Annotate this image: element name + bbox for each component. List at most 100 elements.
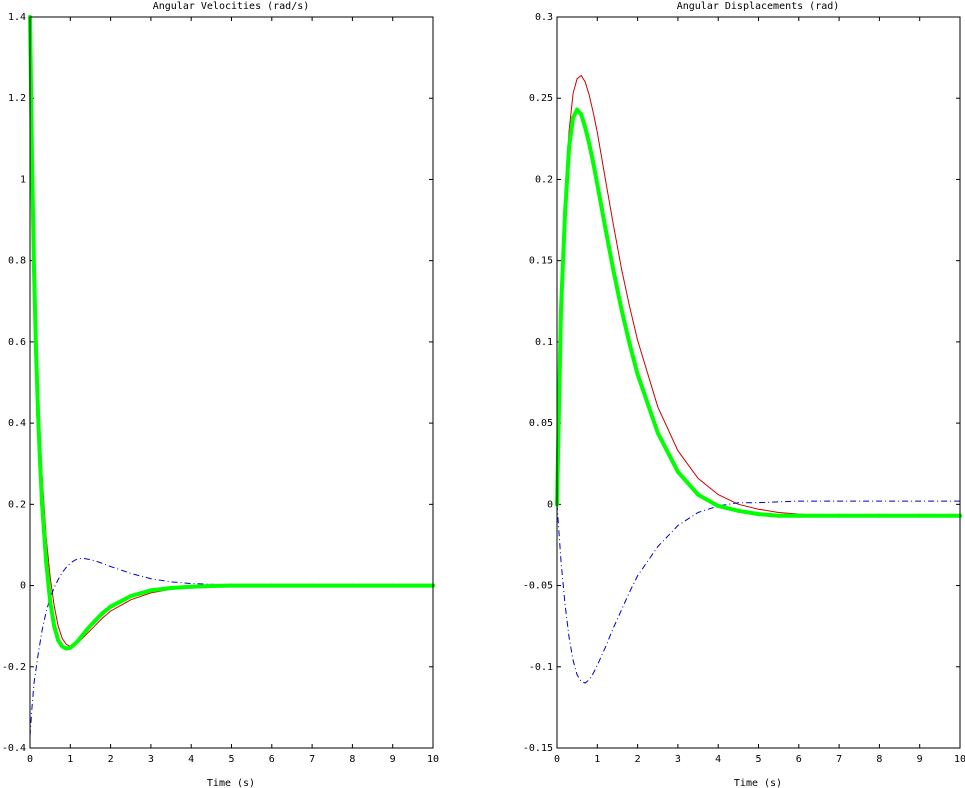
angular-displacements-series-green-point	[655, 430, 660, 435]
angular-displacements-series-green-point	[696, 492, 701, 497]
angular-displacements-xtick-label: 5	[755, 754, 761, 765]
angular-displacements-series-green-point	[579, 112, 584, 117]
angular-displacements-series-green-point	[675, 469, 680, 474]
angular-displacements-series-green-point	[776, 513, 781, 518]
angular-displacements-series-green-point	[917, 513, 922, 518]
angular-velocities-title: Angular Velocities (rad/s)	[153, 1, 310, 12]
angular-velocities-ytick-label: -0.2	[2, 662, 26, 673]
angular-displacements-ytick-label: 0.3	[535, 12, 553, 23]
angular-displacements-xtick-label: 7	[836, 754, 842, 765]
angular-displacements-ytick-label: 0.2	[535, 174, 553, 185]
angular-displacements-xtick-label: 9	[917, 754, 923, 765]
angular-velocities-ytick-label: 1.4	[8, 12, 26, 23]
angular-displacements-series-green-point	[571, 115, 576, 120]
angular-displacements-xtick-label: 2	[635, 754, 641, 765]
angular-velocities-series-green-point	[60, 644, 65, 649]
angular-displacements-series-green	[555, 107, 962, 518]
angular-velocities-ytick-label: 0	[20, 581, 26, 592]
angular-displacements-series-green-point	[716, 503, 721, 508]
angular-displacements-series-green-point	[877, 513, 882, 518]
angular-velocities-series-green-point	[189, 584, 194, 589]
angular-velocities-series-green-point	[68, 645, 73, 650]
angular-velocities-series-green-point	[92, 619, 97, 624]
angular-displacements-series-green-point	[575, 107, 580, 112]
angular-velocities-series-green-point	[56, 638, 61, 643]
angular-velocities-series-green-point	[229, 583, 234, 588]
angular-displacements-xtick-label: 1	[594, 754, 600, 765]
angular-velocities-series-green-point	[52, 624, 57, 629]
angular-displacements-series-green-point	[619, 307, 624, 312]
angular-velocities-series-green-point	[169, 585, 174, 590]
angular-displacements-xtick-label: 0	[554, 754, 560, 765]
angular-displacements-xtick-label: 10	[954, 754, 965, 765]
angular-displacements-xtick-label: 8	[876, 754, 882, 765]
angular-displacements-series-green-point	[603, 226, 608, 231]
angular-velocities-series-green-point	[36, 412, 41, 417]
angular-velocities-xtick-label: 6	[269, 754, 275, 765]
angular-velocities-xlabel: Time (s)	[207, 778, 255, 788]
angular-velocities-ticks: 0 1 2 3 4 5 6 7 8 9 10 -0.4 -0.2 0 0.2 0.4 0.6 0.8 1 1.2 1.4	[2, 12, 439, 765]
angular-velocities-ytick-label: 1.2	[8, 93, 26, 104]
angular-displacements-xtick-label: 6	[796, 754, 802, 765]
angular-velocities-series-green-point	[148, 588, 153, 593]
angular-velocities-series-green-point	[40, 502, 45, 507]
angular-velocities-ytick-label: 1	[20, 174, 26, 185]
angular-displacements-ticks: 0 1 2 3 4 5 6 7 8 9 10 -0.15 -0.1 -0.05 0 0.05 0.1 0.15 0.…	[523, 12, 965, 765]
angular-displacements-ytick-label: 0.15	[529, 256, 553, 267]
angular-velocities-ytick-label: 0.8	[8, 256, 26, 267]
angular-displacements-xtick-label: 4	[715, 754, 721, 765]
angular-velocities-series-green-point	[310, 583, 315, 588]
angular-velocities-series-green-point	[390, 583, 395, 588]
angular-velocities-series-green-point	[64, 646, 69, 651]
angular-velocities-series-green-point	[100, 611, 105, 616]
angular-displacements-ytick-label: 0.25	[529, 93, 553, 104]
angular-velocities-series-green-point	[48, 599, 53, 604]
angular-velocities-axes-frame	[29, 16, 434, 749]
angular-velocities-series-green-point	[128, 594, 133, 599]
angular-displacements-series-green-point	[567, 144, 572, 149]
angular-velocities-series	[28, 15, 435, 736]
angular-displacements-axes-frame	[556, 16, 961, 749]
angular-displacements-series-green-point	[627, 341, 632, 346]
angular-velocities-xtick-label: 10	[427, 754, 439, 765]
angular-velocities-series-green-point	[269, 583, 274, 588]
angular-velocities-series-green-point	[32, 266, 37, 271]
angular-displacements-series-red	[556, 74, 960, 517]
angular-displacements-xtick-label: 3	[675, 754, 681, 765]
angular-velocities-series-green-point	[84, 628, 89, 633]
angular-velocities-xtick-label: 3	[148, 754, 154, 765]
angular-displacements-series-green-point	[563, 209, 568, 214]
angular-displacements-panel: Angular Displacements (rad) 0 1 2 3 4 5 6 7 8 9 10…	[523, 1, 965, 788]
angular-displacements-series-green-point	[591, 161, 596, 166]
angular-velocities-ytick-label: -0.4	[2, 743, 26, 754]
angular-velocities-series-green-point	[108, 604, 113, 609]
angular-velocities-series-green-point	[350, 583, 355, 588]
angular-velocities-xtick-label: 8	[349, 754, 355, 765]
angular-displacements-series-green-point	[559, 307, 564, 312]
angular-velocities-xtick-label: 2	[108, 754, 114, 765]
angular-velocities-xtick-label: 4	[188, 754, 194, 765]
angular-displacements-series-blue	[556, 500, 960, 684]
angular-displacements-title: Angular Displacements (rad)	[677, 1, 840, 12]
angular-velocities-series-green-point	[76, 638, 81, 643]
angular-velocities-xtick-label: 9	[390, 754, 396, 765]
angular-displacements-series-green-point	[736, 508, 741, 513]
angular-displacements-series-green-point	[635, 372, 640, 377]
angular-velocities-xtick-label: 5	[228, 754, 234, 765]
angular-displacements-series-green-point	[796, 513, 801, 518]
angular-velocities-series-green-point	[44, 559, 49, 564]
angular-displacements-ytick-label: 0	[547, 499, 553, 510]
angular-displacements-ytick-label: -0.05	[523, 581, 553, 592]
angular-displacements-ytick-label: 0.05	[529, 418, 553, 429]
angular-displacements-series-green-point	[595, 182, 600, 187]
angular-displacements-series-green-point	[837, 513, 842, 518]
angular-velocities-series-green-point	[72, 642, 77, 647]
angular-displacements-series-green-point	[583, 125, 588, 130]
angular-velocities-ytick-label: 0.4	[8, 418, 26, 429]
angular-velocities-series-green-point	[34, 348, 39, 353]
angular-velocities-panel: Angular Velocities (rad/s) 0 1 2 3 4 5 6 7 8 9 10-…	[2, 1, 439, 788]
angular-velocities-xtick-label: 1	[67, 754, 73, 765]
angular-displacements-ytick-label: 0.1	[535, 337, 553, 348]
